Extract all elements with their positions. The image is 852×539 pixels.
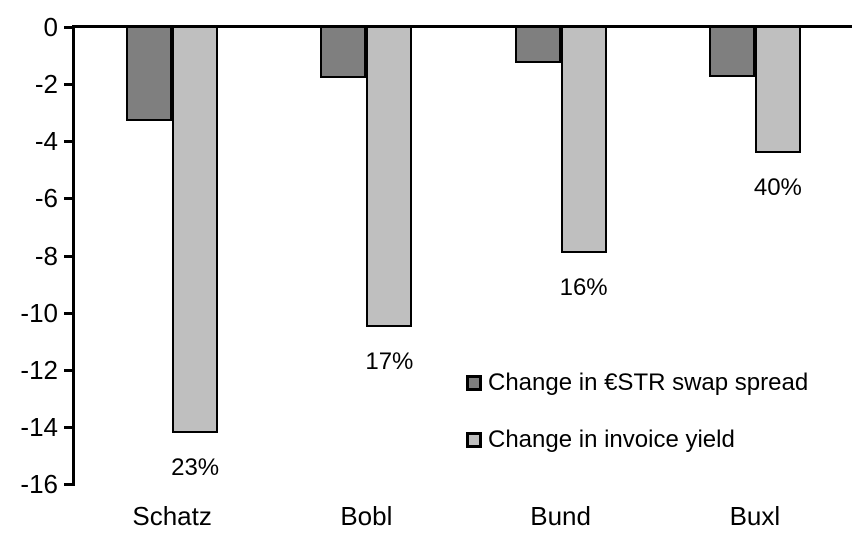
y-tick-mark (64, 140, 75, 143)
y-tick-label--12: -12 (20, 354, 58, 385)
bar-label-bund: 16% (559, 273, 608, 301)
y-tick-label-0: 0 (43, 12, 58, 42)
bar-invoice-yield-schatz (172, 26, 219, 433)
y-tick-mark (64, 312, 75, 315)
category-label-buxl: Buxl (729, 501, 781, 531)
y-tick-label--4: -4 (34, 126, 58, 157)
category-label-bobl: Bobl (340, 501, 393, 531)
legend-label-invoice-yield: Change in invoice yield (488, 426, 735, 453)
bar-swap-spread-bund (514, 26, 561, 63)
y-tick-label--16: -16 (20, 469, 58, 499)
category-label-bund: Bund (530, 501, 591, 531)
bar-label-schatz: 23% (171, 453, 220, 481)
y-tick-mark (64, 369, 75, 372)
bar-swap-spread-buxl (708, 26, 755, 77)
legend-swatch-swap-spread-icon (466, 374, 482, 391)
bar-label-bobl: 17% (365, 347, 414, 375)
legend: Change in €STR swap spread Change in inv… (466, 370, 808, 452)
bar-swap-spread-bobl (320, 26, 367, 79)
y-tick-mark (64, 26, 75, 29)
bar-invoice-yield-bobl (366, 26, 413, 327)
bar-label-buxl: 40% (753, 173, 802, 201)
legend-item-invoice-yield: Change in invoice yield (466, 427, 808, 452)
y-tick-mark (64, 197, 75, 200)
legend-swatch-invoice-yield-icon (466, 431, 482, 448)
y-tick-label--2: -2 (34, 69, 58, 100)
bar-invoice-yield-bund (560, 26, 607, 253)
y-tick-mark (64, 255, 75, 258)
bar-swap-spread-schatz (126, 26, 173, 122)
y-axis-line (72, 25, 75, 486)
legend-item-swap-spread: Change in €STR swap spread (466, 370, 808, 395)
zero-baseline (72, 25, 852, 28)
y-tick-mark (64, 483, 75, 486)
y-tick-label--14: -14 (20, 411, 58, 442)
bar-invoice-yield-buxl (754, 26, 801, 153)
y-tick-label--8: -8 (34, 240, 58, 271)
category-label-schatz: Schatz (132, 501, 212, 531)
y-tick-label--10: -10 (20, 297, 58, 328)
y-tick-label--6: -6 (34, 183, 58, 214)
y-tick-mark (64, 83, 75, 86)
y-tick-mark (64, 426, 75, 429)
legend-label-swap-spread: Change in €STR swap spread (488, 369, 809, 396)
